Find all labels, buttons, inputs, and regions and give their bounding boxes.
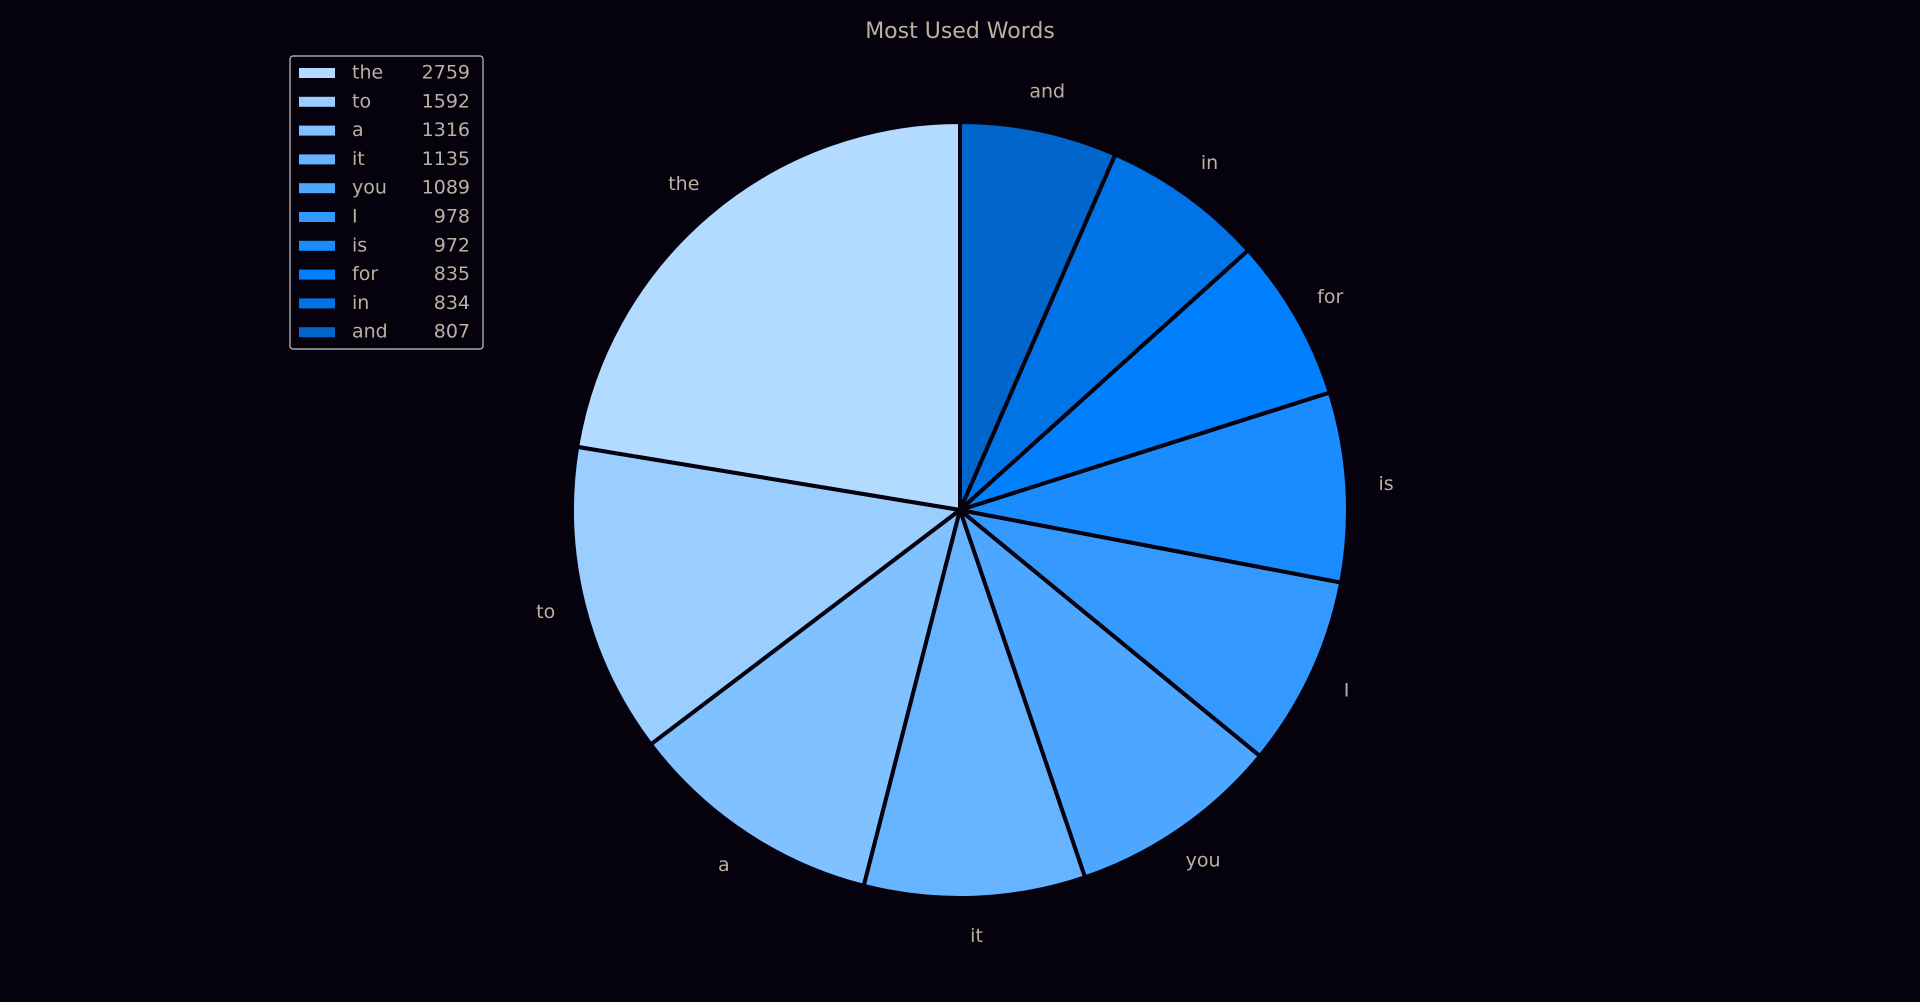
pie-slice-it xyxy=(861,508,1088,900)
pie-slice-for xyxy=(958,248,1332,512)
legend-swatch-for xyxy=(299,269,335,280)
chart-title: Most Used Words xyxy=(865,19,1055,44)
legend-swatch-the xyxy=(299,68,335,78)
legend-word-for: for xyxy=(352,263,378,285)
pie-slices xyxy=(570,120,1350,900)
legend-count-you: 1089 xyxy=(422,177,470,199)
legend-frame xyxy=(289,55,484,350)
slice-label-a: a xyxy=(718,854,730,876)
legend-count-to: 1592 xyxy=(422,90,470,112)
legend-count-for: 835 xyxy=(434,263,470,285)
slice-label-in: in xyxy=(1201,152,1218,174)
legend-swatch-i xyxy=(299,212,335,222)
slice-label-the: the xyxy=(668,173,699,195)
legend-word-is: is xyxy=(352,234,367,256)
legend-swatch-is xyxy=(299,240,335,251)
slice-label-for: for xyxy=(1317,286,1343,308)
pie-slice-the xyxy=(575,120,962,512)
slice-label-you: you xyxy=(1186,849,1221,871)
pie-slice-labels: the to a it you Iis for in and xyxy=(536,81,1393,947)
pie-slice-to xyxy=(570,444,962,747)
legend-count-and: 807 xyxy=(434,321,470,343)
legend-swatch-you xyxy=(299,183,335,194)
legend-word-a: a xyxy=(352,119,364,141)
legend-word-the: the xyxy=(352,62,383,84)
slice-label-to: to xyxy=(536,601,555,623)
legend-count-in: 834 xyxy=(434,292,470,314)
legend-count-a: 1316 xyxy=(422,119,470,141)
pie-slice-you xyxy=(958,508,1262,880)
legend-swatch-to xyxy=(299,96,335,107)
legend-count-is: 972 xyxy=(434,234,470,256)
slice-label-is: is xyxy=(1378,473,1393,495)
slice-label-it: it xyxy=(970,925,983,947)
pie-slice-a xyxy=(648,508,962,888)
slice-label-and: and xyxy=(1029,81,1065,103)
pie-slice-and xyxy=(958,120,1118,512)
legend-word-it: it xyxy=(352,148,365,170)
legend-word-to: to xyxy=(352,90,371,112)
legend-count-the: 2759 xyxy=(422,62,470,84)
pie-slice-i xyxy=(958,508,1344,759)
legend-word-you: you xyxy=(352,177,387,199)
legend-swatch-a xyxy=(299,125,335,136)
slice-label-i: I xyxy=(1344,679,1350,701)
legend: the 2759 to 1592 a 1316 it 1135 you 1089 I 978 is 972… xyxy=(289,55,484,350)
legend-swatch-and xyxy=(299,327,335,338)
pie-slice-in xyxy=(958,152,1251,512)
legend-count-i: 978 xyxy=(434,206,470,228)
legend-word-i: I xyxy=(352,206,358,228)
legend-word-and: and xyxy=(352,321,388,343)
legend-swatch-in xyxy=(299,298,335,309)
legend-count-it: 1135 xyxy=(422,148,470,170)
pie-slice-is xyxy=(958,390,1350,585)
legend-word-in: in xyxy=(352,292,369,314)
legend-swatch-it xyxy=(299,154,335,165)
